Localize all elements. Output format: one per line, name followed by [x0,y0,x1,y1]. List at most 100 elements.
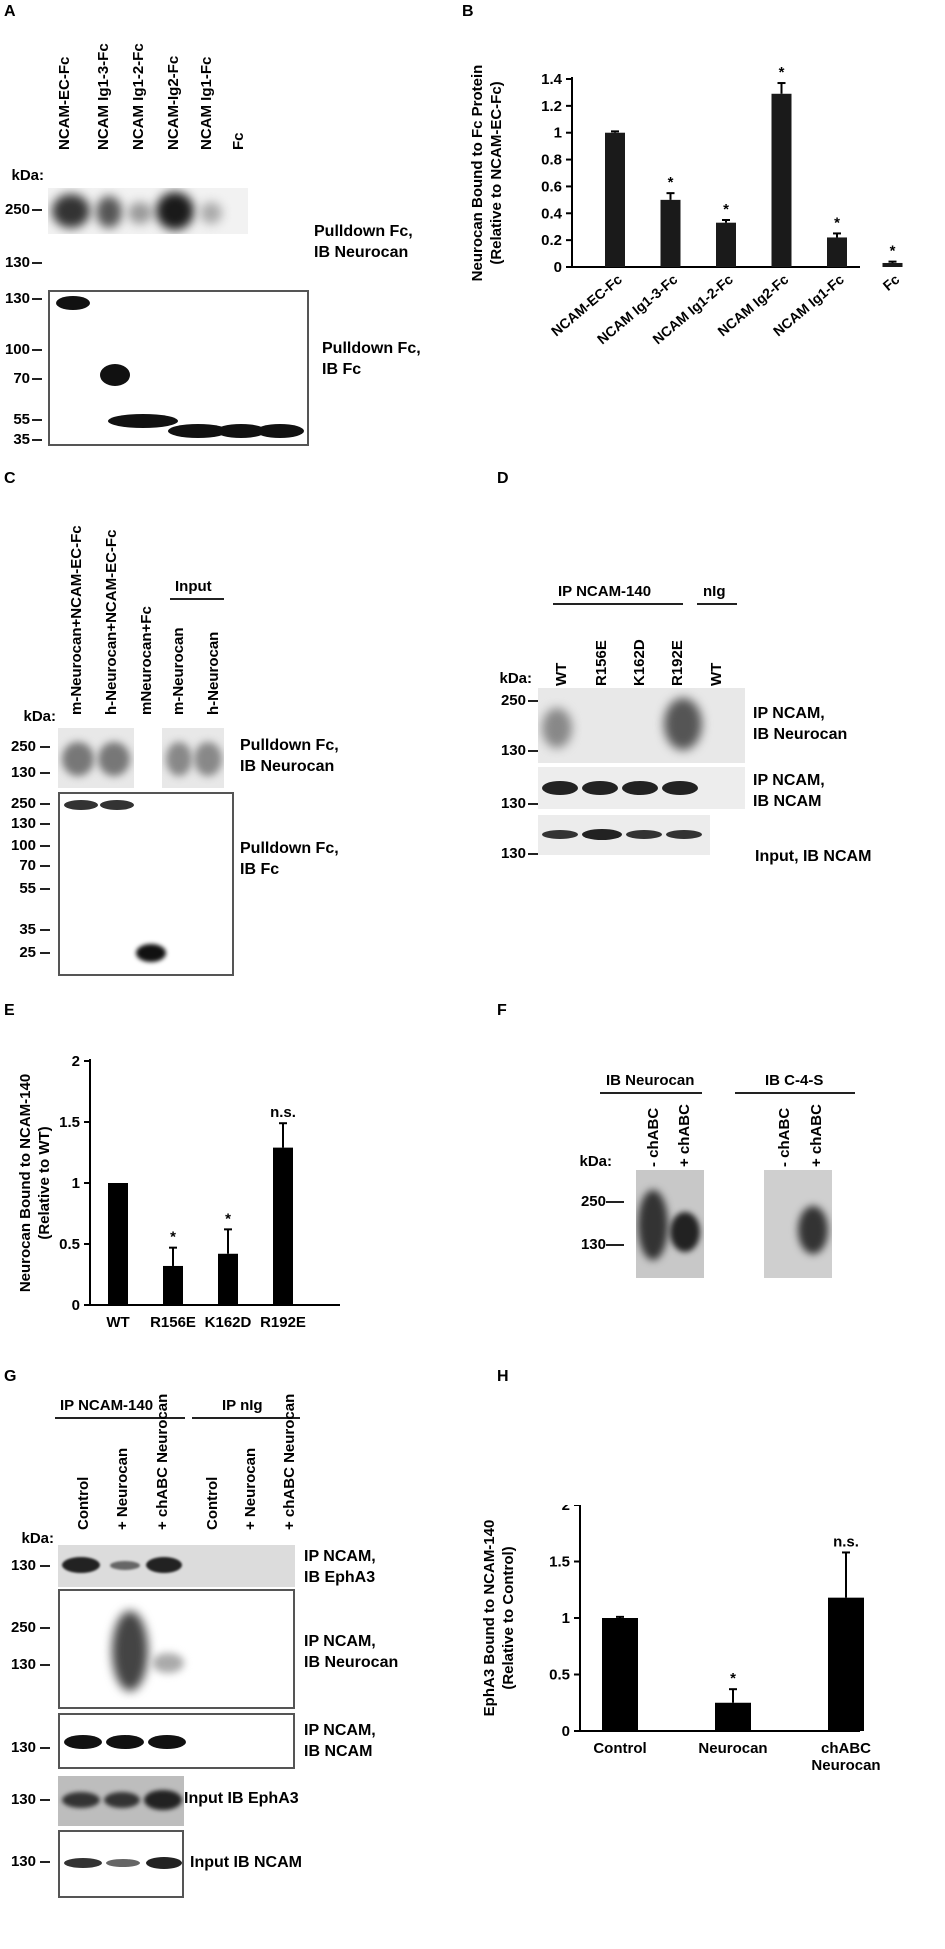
blot-d-input [538,815,710,855]
lane-label: NCAM Ig1-2-Fc [130,43,147,150]
kda-title: kDa: [11,167,44,184]
blot-label: Pulldown Fc, [322,340,421,357]
significance-label: * [779,64,785,81]
bar [163,1265,183,1305]
marker-130: 130 [10,764,36,781]
bar [660,199,681,267]
panel-f-label: F [497,1002,507,1019]
group-header: IB C-4-S [765,1072,824,1089]
blot-label: Pulldown Fc, [240,840,339,857]
x-tick-label: chABC Neurocan [811,1740,880,1774]
panel-c-label: C [4,470,16,487]
y-tick-label: 0 [562,1723,570,1740]
blot-c-neurocan [58,728,224,788]
kda-title: kDa: [579,1153,612,1170]
y-axis-label: Neurocan Bound to NCAM-140 (Relative to W… [17,1074,53,1292]
panel-e-label: E [4,1002,15,1019]
bar [218,1253,238,1305]
blot-label: Input IB NCAM [190,1854,302,1871]
blot-g-input-epha3 [58,1776,184,1826]
marker-250: 250 [580,1193,606,1210]
significance-label: * [890,243,896,260]
lane-label: Control [204,1476,221,1530]
lane-label: - chABC [776,1107,793,1167]
bar [602,1618,638,1731]
marker-100: 100 [10,837,36,854]
lane-label: + chABC [676,1104,693,1167]
bar [716,222,736,267]
blot-g-neurocan [58,1589,295,1709]
blot-label: IP NCAM, [304,1722,376,1739]
marker-130: 130 [4,254,30,271]
marker-130: 130 [10,1791,36,1808]
lane-label: Fc [230,132,247,150]
group-header: IP NCAM-140 [558,583,652,600]
y-tick-label: 1.5 [59,1114,80,1131]
blot-label: IB Neurocan [240,758,335,775]
blot-f-neurocan [636,1170,704,1278]
chart-h: 0 0.5 1 1.5 2 EphA3 Bound to NCAM-140 (Relativ… [481,1505,881,1774]
lane-label: WT [553,662,570,686]
marker-55: 55 [19,880,36,897]
significance-label: n.s. [833,1533,859,1550]
blot-label: IP NCAM, [753,705,825,722]
y-axis-label: EphA3 Bound to NCAM-140 (Relative to Cont… [481,1520,517,1717]
significance-label: * [723,201,729,218]
lane-label: mNeurocan+Fc [138,606,155,715]
lane-label: - chABC [645,1107,662,1167]
marker-55: 55 [13,411,30,428]
significance-label: * [834,214,840,231]
bar [827,237,847,267]
lane-label: h-Neurocan [205,631,222,715]
marker-130: 130 [4,290,30,307]
significance-label: n.s. [270,1104,296,1121]
lane-label: NCAM Ig1-Fc [198,56,215,150]
marker-250: 250 [500,692,526,709]
kda-title: kDa: [21,1530,54,1547]
lane-label: m-Neurocan [170,627,187,715]
y-tick-label: 1.5 [549,1554,570,1571]
blot-label: IP NCAM, [304,1633,376,1650]
blot-c-fc [58,792,234,976]
lane-label: + Neurocan [114,1447,131,1530]
lane-label: NCAM-Ig2-Fc [165,55,182,150]
bar [605,132,625,267]
y-tick-label: 1.2 [541,98,562,115]
x-tick-label: K162D [205,1314,252,1331]
blot-g-input-ncam [58,1830,184,1898]
blot-a-fc [48,290,309,446]
y-axis-label: Neurocan Bound to Fc Protein (Relative to… [469,65,505,282]
bar [273,1147,293,1305]
x-tick-label: Fc [880,271,903,294]
blot-label: IP NCAM, [304,1548,376,1565]
marker-130: 130 [500,845,526,862]
y-tick-label: 0.2 [541,232,562,249]
blot-label: IB Fc [240,861,280,878]
marker-130: 130 [500,742,526,759]
bar [108,1183,128,1305]
marker-130: 130 [10,1853,36,1870]
blot-f-c4s [764,1170,832,1278]
bar [771,93,792,267]
y-tick-label: 0.4 [541,205,563,222]
marker-100: 100 [4,341,30,358]
y-tick-label: 0.5 [59,1236,80,1253]
blot-label: IB Fc [322,361,362,378]
x-tick-label: WT [106,1314,129,1331]
group-header: nIg [703,583,726,600]
blot-label: IB Neurocan [304,1654,399,1671]
blot-label: IB Neurocan [753,726,848,743]
y-tick-label: 0.8 [541,152,562,169]
x-tick-label: R192E [260,1314,306,1331]
lane-label: R156E [593,640,610,686]
marker-130: 130 [10,1656,36,1673]
blot-label: Pulldown Fc, [314,223,413,240]
marker-130: 130 [10,815,36,832]
marker-25: 25 [19,944,36,961]
lane-label: R192E [669,640,686,686]
blot-label: Input, IB NCAM [755,848,872,865]
lane-label: + chABC Neurocan [281,1393,298,1530]
blot-label: Pulldown Fc, [240,737,339,754]
blot-g-ncam [58,1713,295,1769]
bar [882,262,903,267]
